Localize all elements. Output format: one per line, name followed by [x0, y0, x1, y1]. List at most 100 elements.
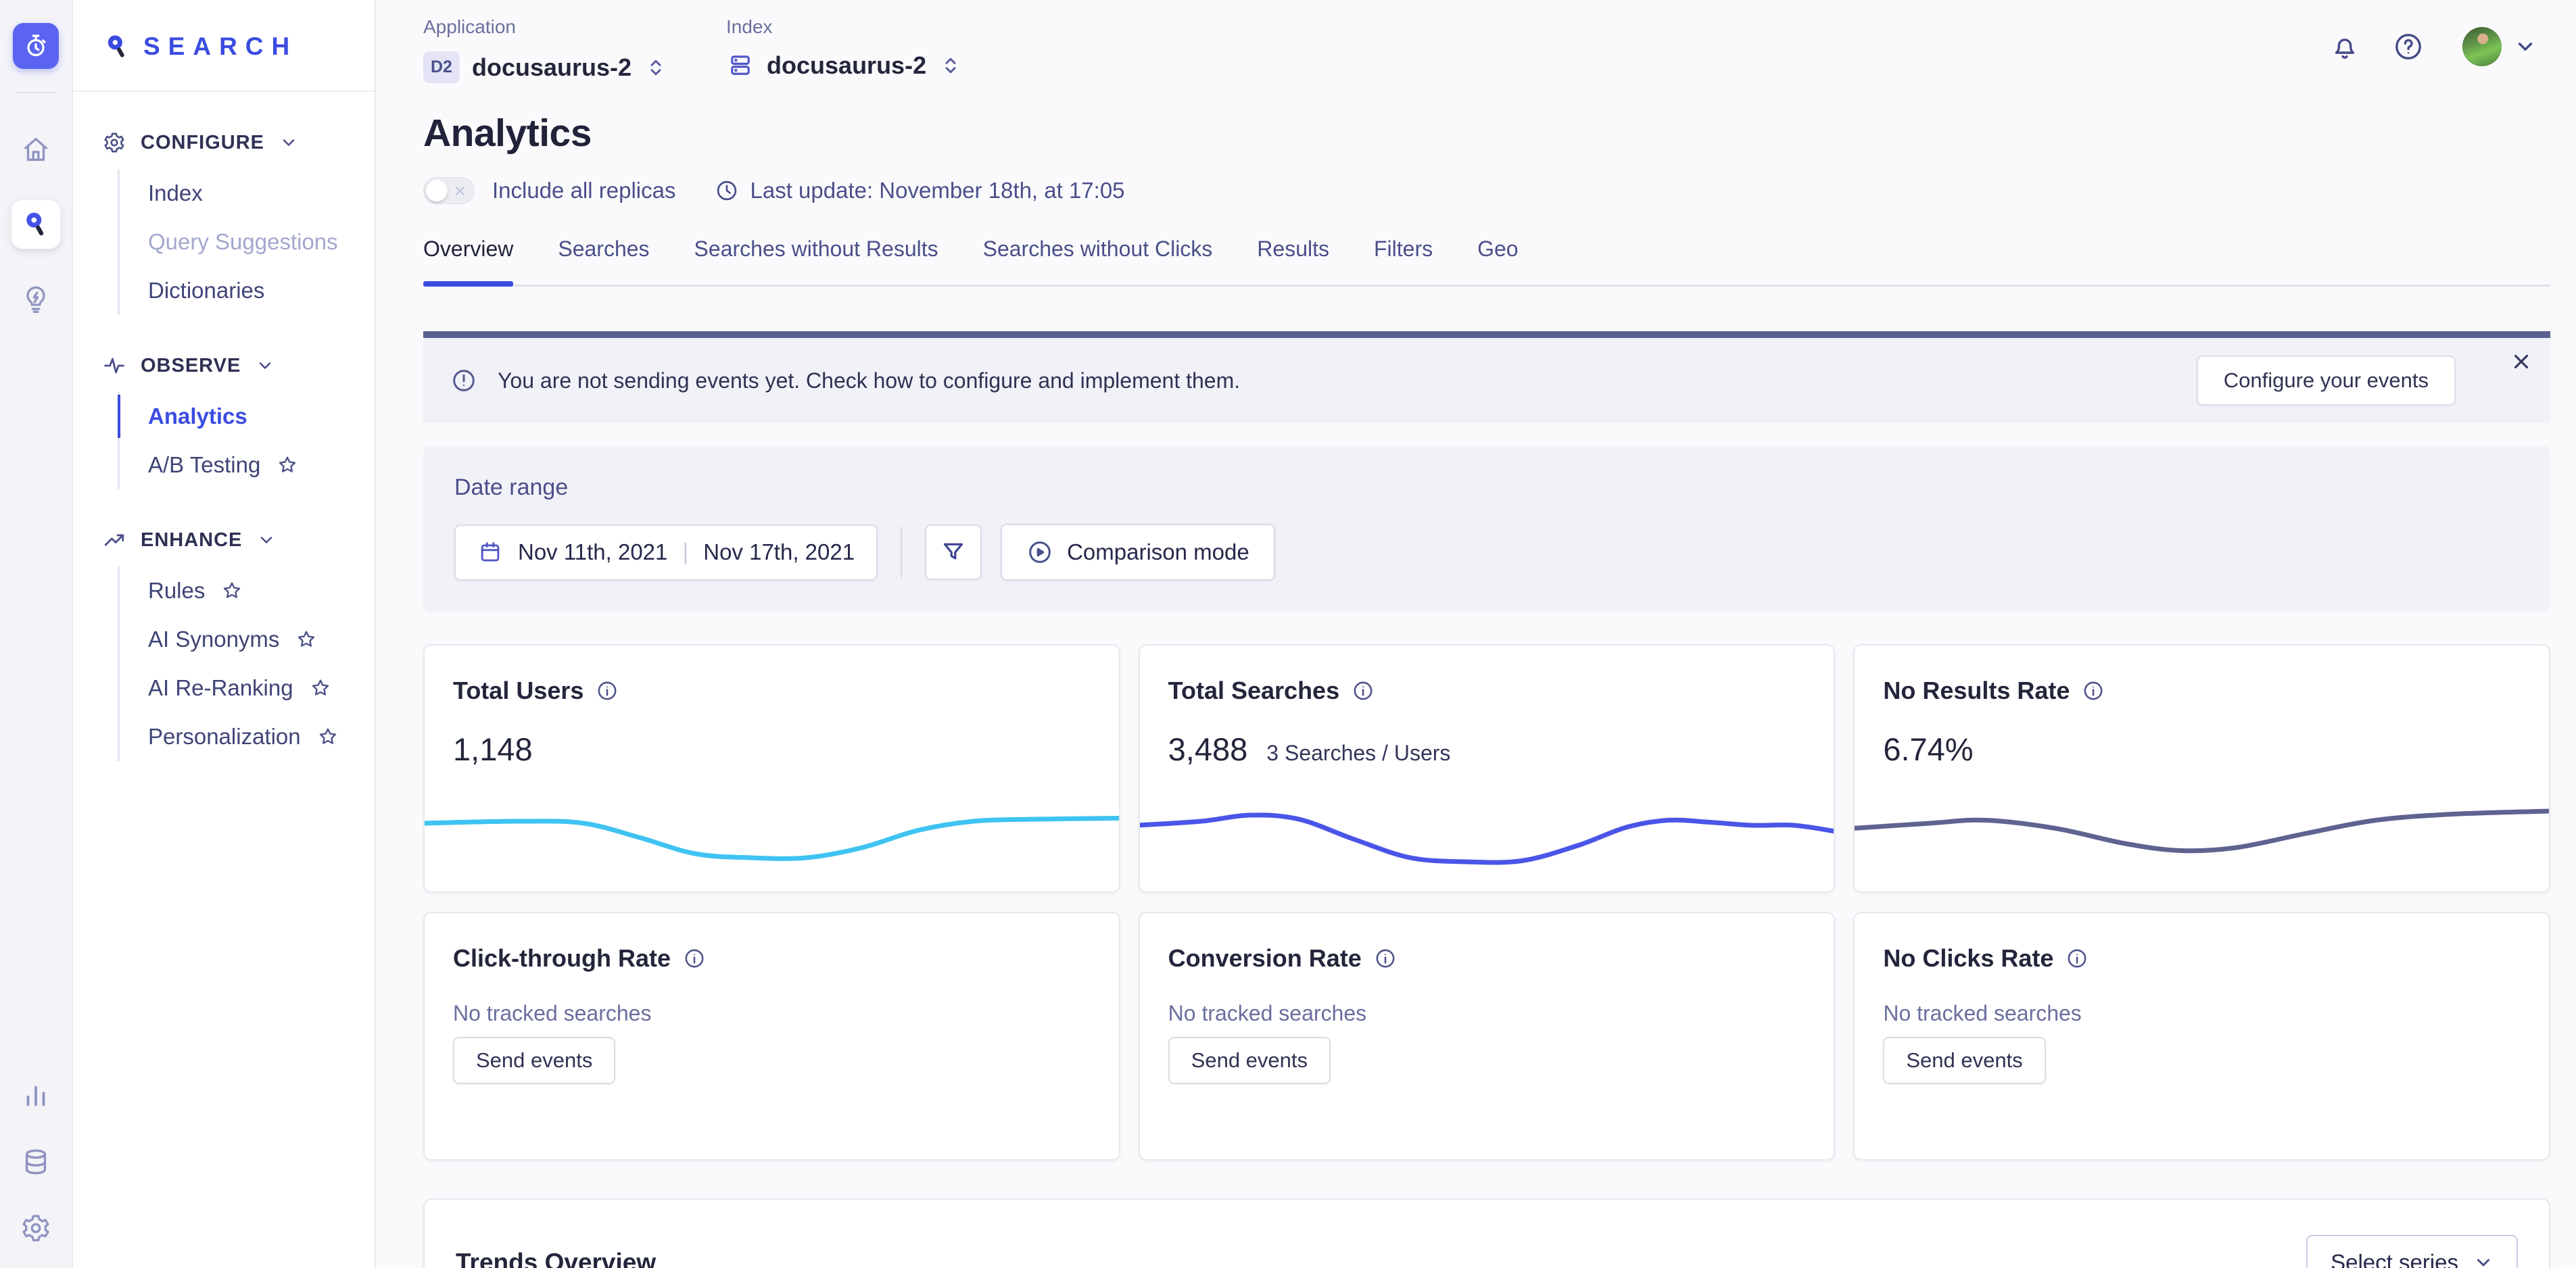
index-value: docusaurus-2 [767, 51, 927, 79]
metric-card-no-results-rate: No Results Rate 6.74% [1853, 644, 2550, 893]
metric-title: Total Searches [1168, 677, 1340, 704]
account-menu[interactable] [2462, 27, 2537, 66]
tab-results[interactable]: Results [1257, 237, 1329, 261]
sidebar-item-index[interactable]: Index [148, 180, 203, 205]
date-range-button[interactable]: Nov 11th, 2021 | Nov 17th, 2021 [454, 524, 878, 581]
star-icon[interactable] [295, 629, 317, 650]
gear-icon-rail[interactable] [20, 1213, 51, 1244]
info-icon[interactable] [2082, 679, 2105, 702]
search-product-tile[interactable] [11, 200, 60, 249]
sidebar-item-query-suggestions[interactable]: Query Suggestions [148, 229, 338, 254]
home-icon[interactable] [20, 134, 51, 165]
metric-empty-text: No tracked searches [453, 1001, 652, 1025]
icon-rail [0, 0, 73, 1268]
info-icon[interactable] [683, 947, 706, 970]
selector-updown-icon [938, 53, 963, 78]
date-range-panel: Date range Nov 11th, 2021 | Nov 17th, 20… [423, 446, 2550, 612]
metric-value: 6.74% [1883, 731, 1974, 767]
application-selector[interactable]: D2 docusaurus-2 [423, 51, 668, 83]
metric-card-click-through-rate: Click-through Rate No tracked searches S… [423, 912, 1120, 1161]
pulse-icon [103, 354, 126, 377]
select-series-button[interactable]: Select series [2306, 1235, 2518, 1268]
sidebar-section-header[interactable]: ENHANCE [73, 529, 375, 552]
star-icon[interactable] [277, 454, 298, 476]
tab-overview[interactable]: Overview [423, 237, 514, 287]
include-replicas-toggle[interactable] [423, 177, 475, 204]
sidebar-item-dictionaries[interactable]: Dictionaries [148, 278, 265, 303]
tab-filters[interactable]: Filters [1374, 237, 1433, 261]
sidebar-item-ai-re-ranking[interactable]: AI Re-Ranking [120, 664, 375, 712]
sidebar-item-personalization[interactable]: Personalization [120, 712, 375, 761]
sidebar: SEARCH CONFIGURE Index Query Suggestions… [73, 0, 376, 1268]
sidebar-item-a-b-testing[interactable]: A/B Testing [120, 441, 375, 489]
chevron-down-icon [2473, 1252, 2494, 1268]
main-area: Application D2 docusaurus-2 Index [376, 0, 2576, 1268]
sidebar-item-rules[interactable]: Rules [120, 566, 375, 615]
select-series-label: Select series [2331, 1250, 2458, 1268]
metric-empty-text: No tracked searches [1883, 1001, 2082, 1025]
toggle-knob [426, 180, 448, 201]
topbar: Application D2 docusaurus-2 Index [376, 0, 2576, 101]
metric-title: Conversion Rate [1168, 944, 1362, 972]
tab-searches[interactable]: Searches [558, 237, 650, 261]
database-icon[interactable] [20, 1146, 51, 1177]
help-icon[interactable] [2392, 30, 2425, 63]
sparkline-chart [423, 773, 1120, 874]
info-icon[interactable] [1352, 679, 1375, 702]
comparison-mode-button[interactable]: Comparison mode [1001, 524, 1275, 581]
comparison-mode-label: Comparison mode [1067, 539, 1249, 564]
stopwatch-product-tile[interactable] [13, 23, 59, 69]
application-selector-group: Application D2 docusaurus-2 [423, 16, 668, 101]
play-circle-icon [1026, 539, 1053, 566]
date-from: Nov 11th, 2021 [518, 539, 668, 564]
application-label: Application [423, 16, 516, 37]
date-range-title: Date range [454, 474, 569, 500]
sidebar-section-observe: OBSERVE Analytics A/B Testing [73, 354, 375, 489]
send-events-button[interactable]: Send events [1883, 1037, 2046, 1084]
sidebar-item-analytics[interactable]: Analytics [118, 392, 375, 441]
events-banner: You are not sending events yet. Check ho… [423, 331, 2550, 423]
send-events-button[interactable]: Send events [453, 1037, 616, 1084]
index-selector[interactable]: docusaurus-2 [726, 51, 963, 80]
sidebar-item-ai-synonyms[interactable]: AI Synonyms [120, 615, 375, 664]
filter-button[interactable] [925, 525, 982, 580]
star-icon[interactable] [317, 726, 339, 748]
product-logo[interactable]: SEARCH [73, 0, 375, 91]
star-icon[interactable] [310, 677, 331, 699]
alert-circle-icon [450, 367, 477, 394]
banner-text: You are not sending events yet. Check ho… [498, 368, 1241, 393]
notifications-bell-icon[interactable] [2329, 30, 2361, 63]
tab-geo[interactable]: Geo [1477, 237, 1519, 261]
lightbulb-icon[interactable] [20, 284, 51, 315]
info-icon[interactable] [2066, 947, 2089, 970]
star-icon[interactable] [221, 580, 243, 602]
magnifier-logo-icon [103, 32, 131, 61]
metric-title: Total Users [453, 677, 584, 704]
send-events-button[interactable]: Send events [1168, 1037, 1331, 1084]
configure-events-button[interactable]: Configure your events [2196, 356, 2456, 406]
application-badge: D2 [423, 51, 460, 83]
bar-chart-icon[interactable] [20, 1080, 51, 1111]
metric-cards: Total Users 1,148 Total Searches [423, 644, 2550, 1161]
date-to: Nov 17th, 2021 [703, 539, 855, 564]
application-value: docusaurus-2 [471, 53, 632, 81]
vertical-divider [901, 527, 903, 578]
close-icon[interactable] [2510, 350, 2533, 373]
sparkline-chart [1853, 773, 2550, 874]
metric-card-total-users: Total Users 1,148 [423, 644, 1120, 893]
metric-value: 1,148 [453, 731, 533, 767]
sidebar-section-header[interactable]: OBSERVE [73, 354, 375, 377]
sidebar-section-header[interactable]: CONFIGURE [73, 131, 375, 154]
chevron-down-icon [257, 531, 276, 550]
metric-empty-text: No tracked searches [1168, 1001, 1367, 1025]
tab-searches-without-clicks[interactable]: Searches without Clicks [982, 237, 1213, 261]
sidebar-section-enhance: ENHANCE Rules AI Synonyms AI Re-Ranking [73, 529, 375, 761]
date-separator: | [682, 539, 689, 565]
calendar-icon [477, 539, 503, 565]
info-icon[interactable] [596, 679, 619, 702]
trends-title: Trends Overview [456, 1248, 657, 1268]
analytics-tabs: Overview Searches Searches without Results… [423, 237, 2550, 287]
tab-searches-without-results[interactable]: Searches without Results [694, 237, 938, 261]
info-icon[interactable] [1374, 947, 1397, 970]
